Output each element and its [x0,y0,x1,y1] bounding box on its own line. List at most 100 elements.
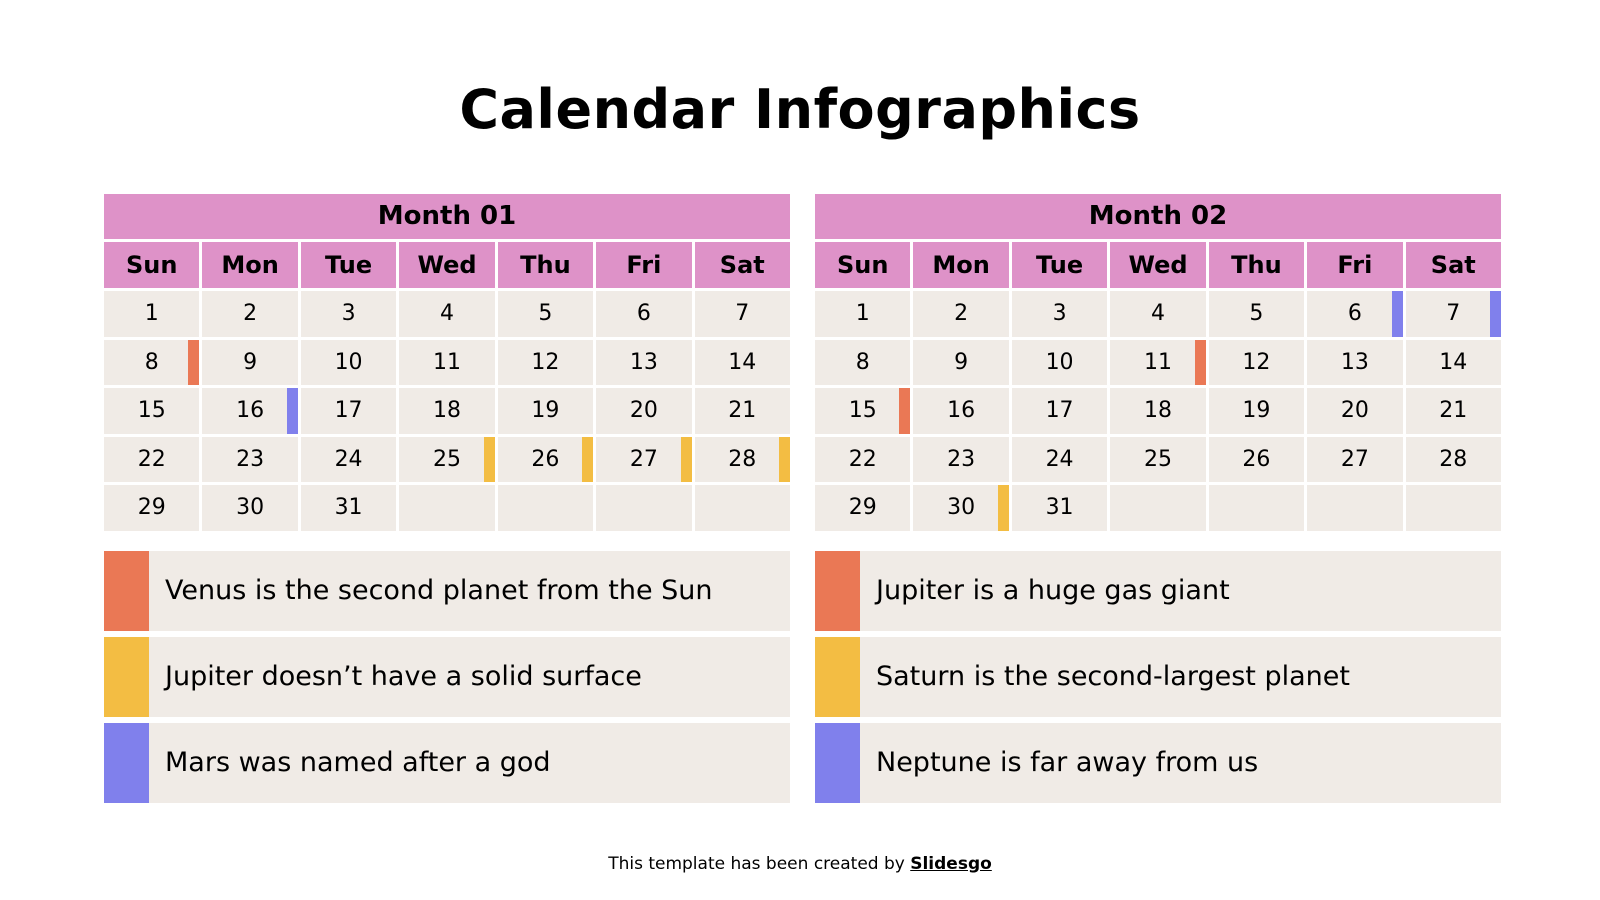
legend-item: Mars was named after a god [104,723,790,803]
day-number: 10 [334,349,363,375]
day-number: 7 [1446,301,1461,326]
calendar-month-01: Month 01 Sun Mon Tue Wed Thu Fri Sat 1 2 3 4 5 6 7 8 9 1… [104,194,790,531]
day-number: 13 [629,349,658,375]
empty-cell [596,485,692,531]
calendar-month-02: Month 02 Sun Mon Tue Wed Thu Fri Sat 1 2 3 4 5 6 7 8 9 1… [815,194,1501,531]
day-number: 21 [1439,398,1468,424]
day-number: 28 [728,446,757,472]
day-cell: 21 [1405,388,1501,434]
day-number: 3 [1052,301,1067,326]
day-number: 26 [531,446,560,472]
legend-swatch [104,723,149,803]
legend-text: Jupiter is a huge gas giant [876,575,1230,606]
legend-item: Neptune is far away from us [815,723,1501,803]
legend-text: Venus is the second planet from the Sun [165,575,713,606]
day-cell: 5 [497,291,594,337]
day-cell: 23 [913,436,1009,483]
day-cell: 28 [694,436,790,483]
legend-item: Jupiter doesn’t have a solid surface [104,637,790,717]
day-number: 10 [1045,349,1074,375]
day-cell: 9 [913,339,1009,386]
day-number: 17 [1045,398,1074,424]
weekday-header: Sun [104,242,200,288]
legend-swatch [815,637,860,717]
day-number: 25 [1143,446,1172,472]
day-cell: 13 [596,339,692,386]
day-cell: 21 [694,388,790,434]
day-cell: 14 [1405,339,1501,386]
day-cell: 18 [399,388,495,434]
day-cell: 3 [300,291,397,337]
day-number: 31 [1045,495,1074,521]
day-cell: 17 [1011,388,1108,434]
day-cell: 14 [694,339,790,386]
event-marker [899,388,911,434]
day-cell: 19 [1208,388,1305,434]
day-number: 28 [1439,446,1468,472]
day-cell: 29 [104,485,200,531]
day-number: 16 [947,398,976,424]
event-marker [1490,291,1501,337]
day-cell: 7 [1405,291,1501,337]
day-cell: 27 [596,436,692,483]
weekday-header: Wed [399,242,495,288]
event-marker [483,436,495,483]
empty-cell [1110,485,1206,531]
legend-item: Venus is the second planet from the Sun [104,551,790,631]
day-number: 27 [1340,446,1369,472]
day-cell: 12 [1208,339,1305,386]
day-cell: 3 [1011,291,1108,337]
day-cell: 17 [300,388,397,434]
month-header: Month 01 [104,194,790,239]
month-header: Month 02 [815,194,1501,239]
empty-cell [1405,485,1501,531]
day-cell: 2 [913,291,1009,337]
day-number: 14 [728,349,757,375]
day-cell: 20 [1307,388,1403,434]
day-cell: 15 [104,388,200,434]
day-number: 22 [137,446,166,472]
day-cell: 26 [497,436,594,483]
day-cell: 12 [497,339,594,386]
day-number: 23 [236,446,265,472]
empty-cell [1208,485,1305,531]
day-number: 12 [531,349,560,375]
day-number: 4 [1150,301,1165,326]
day-number: 5 [1249,301,1264,326]
calendar-grid: Sun Mon Tue Wed Thu Fri Sat 1 2 3 4 5 6 7 8 9 10 11 12 13 14… [104,242,790,531]
legend-swatch [104,551,149,631]
footer-credit: This template has been created by Slides… [0,854,1600,874]
day-number: 22 [848,446,877,472]
day-number: 23 [947,446,976,472]
day-cell: 22 [104,436,200,483]
event-marker [1391,291,1403,337]
day-cell: 23 [202,436,298,483]
day-number: 6 [1347,301,1362,326]
weekday-header: Tue [1011,242,1108,288]
legend-text: Saturn is the second-largest planet [876,661,1350,692]
day-cell: 11 [399,339,495,386]
day-number: 29 [137,495,166,521]
day-cell: 10 [1011,339,1108,386]
day-cell: 25 [1110,436,1206,483]
day-number: 18 [1143,398,1172,424]
day-number: 30 [947,495,976,521]
day-number: 20 [1340,398,1369,424]
weekday-header: Sat [1405,242,1501,288]
day-cell: 30 [202,485,298,531]
day-number: 29 [848,495,877,521]
day-number: 24 [1045,446,1074,472]
event-marker [680,436,692,483]
event-marker [286,388,298,434]
day-cell: 31 [300,485,397,531]
legend-item: Saturn is the second-largest planet [815,637,1501,717]
day-cell: 25 [399,436,495,483]
day-number: 7 [735,301,750,326]
day-number: 11 [1143,349,1172,375]
legend-swatch [815,551,860,631]
footer-brand-link[interactable]: Slidesgo [910,854,992,874]
day-cell: 15 [815,388,911,434]
weekday-header: Mon [913,242,1009,288]
day-cell: 6 [1307,291,1403,337]
day-cell: 6 [596,291,692,337]
